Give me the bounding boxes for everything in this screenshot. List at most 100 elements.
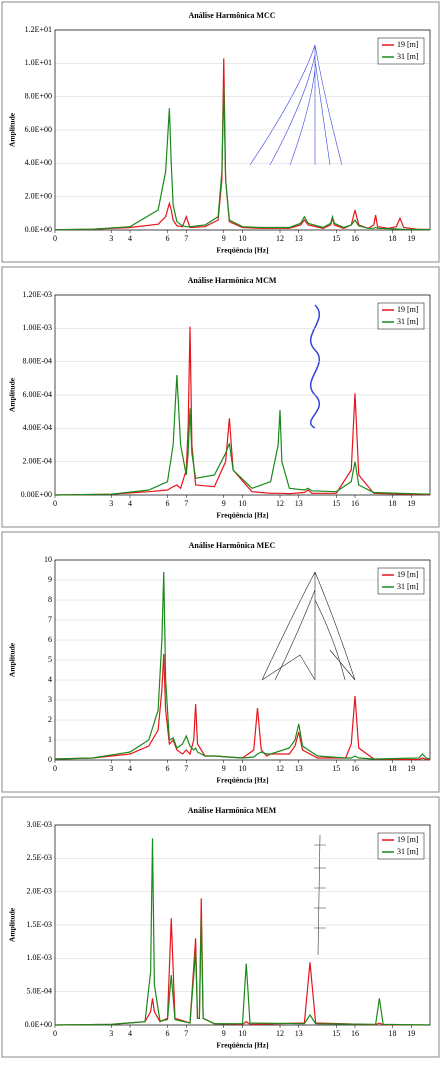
y-tick-label: 1.0E-03 xyxy=(26,953,52,962)
x-tick-label: 16 xyxy=(351,1029,359,1038)
y-tick-label: 7 xyxy=(48,615,52,624)
x-tick-label: 16 xyxy=(351,764,359,773)
x-tick-label: 0 xyxy=(53,1029,57,1038)
x-tick-label: 19 xyxy=(407,764,415,773)
y-tick-label: 10 xyxy=(44,555,52,564)
plot-frame xyxy=(54,824,431,1026)
x-tick-label: 16 xyxy=(351,499,359,508)
x-tick-label: 12 xyxy=(276,764,284,773)
x-tick-label: 13 xyxy=(295,764,303,773)
y-tick-label: 9 xyxy=(48,575,52,584)
series-line xyxy=(54,374,431,496)
panel-frame xyxy=(1,531,440,793)
x-tick-label: 7 xyxy=(184,499,188,508)
legend-label: 31 [m] xyxy=(397,582,419,591)
x-tick-label: 3 xyxy=(109,499,113,508)
x-tick-label: 19 xyxy=(407,1029,415,1038)
series-line xyxy=(54,86,431,231)
x-tick-label: 18 xyxy=(389,234,397,243)
x-tick-label: 10 xyxy=(239,499,247,508)
series-line xyxy=(54,838,431,1026)
x-tick-label: 6 xyxy=(166,499,170,508)
x-tick-label: 19 xyxy=(407,234,415,243)
x-tick-label: 6 xyxy=(166,234,170,243)
y-axis-label: Amplitude xyxy=(8,907,17,942)
y-axis-label: Amplitude xyxy=(8,112,17,147)
plot-frame xyxy=(54,294,431,496)
y-tick-label: 4 xyxy=(48,675,52,684)
x-tick-label: 0 xyxy=(53,499,57,508)
y-tick-label: 0 xyxy=(48,755,52,764)
legend-label: 19 [m] xyxy=(397,570,419,579)
y-tick-label: 4.00E-04 xyxy=(22,423,52,432)
x-tick-label: 3 xyxy=(109,1029,113,1038)
y-tick-label: 1.2E+01 xyxy=(25,25,52,34)
y-tick-label: 1.0E+01 xyxy=(25,58,52,67)
x-tick-label: 15 xyxy=(332,1029,340,1038)
x-tick-label: 4 xyxy=(128,1029,132,1038)
inset-structure xyxy=(309,304,321,429)
x-tick-label: 4 xyxy=(128,764,132,773)
x-tick-label: 9 xyxy=(222,1029,226,1038)
y-axis-label: Amplitude xyxy=(8,377,17,412)
y-tick-label: 1.00E-03 xyxy=(22,323,52,332)
panel-frame xyxy=(1,1,440,263)
legend-box xyxy=(377,302,425,330)
x-tick-label: 15 xyxy=(332,764,340,773)
y-tick-label: 2.5E-03 xyxy=(26,853,52,862)
chart-title: Análise Harmônica MEC xyxy=(189,541,276,550)
x-tick-label: 15 xyxy=(332,234,340,243)
y-tick-label: 2.00E-04 xyxy=(22,456,52,465)
legend-label: 19 [m] xyxy=(397,40,419,49)
legend-label: 19 [m] xyxy=(397,835,419,844)
series-line xyxy=(54,571,431,760)
legend-label: 31 [m] xyxy=(397,317,419,326)
x-tick-label: 0 xyxy=(53,234,57,243)
y-tick-label: 8 xyxy=(48,595,52,604)
legend-box xyxy=(377,37,425,65)
x-tick-label: 12 xyxy=(276,1029,284,1038)
inset-structure xyxy=(249,44,343,166)
x-tick-label: 4 xyxy=(128,234,132,243)
y-tick-label: 6.00E-04 xyxy=(22,390,52,399)
x-tick-label: 4 xyxy=(128,499,132,508)
y-tick-label: 3.0E-03 xyxy=(26,820,52,829)
x-tick-label: 10 xyxy=(239,764,247,773)
x-tick-label: 7 xyxy=(184,1029,188,1038)
y-tick-label: 0.0E+00 xyxy=(25,1020,52,1029)
x-tick-label: 10 xyxy=(239,234,247,243)
x-tick-label: 10 xyxy=(239,1029,247,1038)
plot-frame xyxy=(54,559,431,761)
x-tick-label: 9 xyxy=(222,764,226,773)
y-tick-label: 0.0E+00 xyxy=(25,225,52,234)
x-axis-label: Freqüência [Hz] xyxy=(216,776,268,785)
panel-frame xyxy=(1,266,440,528)
legend-box xyxy=(377,567,425,595)
y-tick-label: 5 xyxy=(48,655,52,664)
y-tick-label: 1.5E-03 xyxy=(26,920,52,929)
y-tick-label: 0.00E+00 xyxy=(21,490,52,499)
x-tick-label: 19 xyxy=(407,499,415,508)
y-tick-label: 1 xyxy=(48,735,52,744)
x-tick-label: 3 xyxy=(109,234,113,243)
x-tick-label: 7 xyxy=(184,764,188,773)
x-tick-label: 13 xyxy=(295,234,303,243)
y-tick-label: 8.00E-04 xyxy=(22,356,52,365)
x-tick-label: 13 xyxy=(295,499,303,508)
x-tick-label: 18 xyxy=(389,499,397,508)
x-tick-label: 12 xyxy=(276,234,284,243)
x-tick-label: 6 xyxy=(166,764,170,773)
inset-structure xyxy=(314,834,326,956)
x-axis-label: Freqüência [Hz] xyxy=(216,511,268,520)
x-tick-label: 9 xyxy=(222,499,226,508)
x-axis-label: Freqüência [Hz] xyxy=(216,1041,268,1050)
y-tick-label: 2.0E-03 xyxy=(26,886,52,895)
chart-title: Análise Harmônica MEM xyxy=(188,806,277,815)
plot-frame xyxy=(54,29,431,231)
x-tick-label: 13 xyxy=(295,1029,303,1038)
x-tick-label: 6 xyxy=(166,1029,170,1038)
series-line xyxy=(54,58,431,231)
y-tick-label: 6 xyxy=(48,635,52,644)
